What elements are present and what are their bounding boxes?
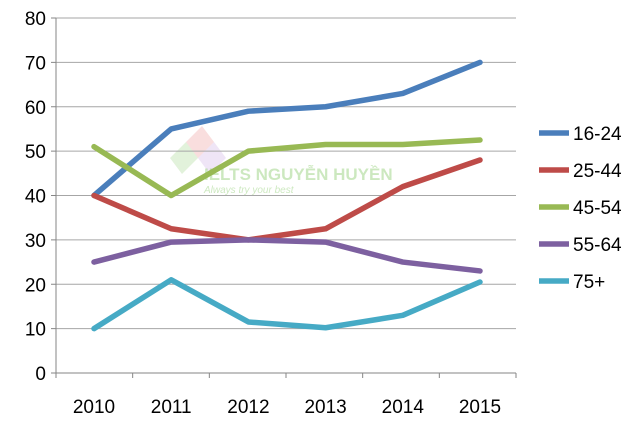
x-tick-labels: 2010 2011 2012 2013 2014 2015 bbox=[73, 397, 501, 418]
y-tick-label-50: 50 bbox=[25, 142, 46, 163]
series-line-75+ bbox=[91, 277, 483, 332]
watermark-text: IELTS NGUYỄN HUYỀN bbox=[204, 165, 393, 184]
x-tick-label-2014: 2014 bbox=[382, 397, 425, 418]
y-tick-label-0: 0 bbox=[35, 364, 46, 385]
y-tick-label-40: 40 bbox=[25, 187, 46, 208]
axes bbox=[55, 18, 517, 378]
y-tick-label-60: 60 bbox=[25, 98, 46, 119]
watermark-diamond-red bbox=[186, 126, 214, 158]
y-tick-labels: 0 10 20 30 40 50 60 70 80 bbox=[25, 9, 46, 385]
y-tick-label-20: 20 bbox=[25, 275, 46, 296]
watermark-diamond-green bbox=[170, 142, 198, 174]
y-tick-label-30: 30 bbox=[25, 231, 46, 252]
y-tick-label-10: 10 bbox=[25, 320, 46, 341]
legend-label-45-54: 45-54 bbox=[573, 198, 622, 219]
x-tick-label-2012: 2012 bbox=[227, 397, 269, 418]
x-tick-label-2013: 2013 bbox=[304, 397, 346, 418]
watermark-slogan: Always try your best bbox=[203, 185, 295, 196]
legend-label-16-24: 16-24 bbox=[573, 124, 622, 145]
legend: 16-24 25-44 45-54 55-64 75+ bbox=[539, 124, 622, 293]
series-line-55-64 bbox=[91, 237, 483, 274]
legend-label-55-64: 55-64 bbox=[573, 235, 622, 256]
y-tick-label-70: 70 bbox=[25, 53, 46, 74]
series-line-45-54 bbox=[91, 137, 483, 199]
watermark-diamond-purple bbox=[198, 142, 226, 174]
series-line-16-24 bbox=[91, 59, 483, 199]
series-lines bbox=[91, 59, 483, 332]
legend-label-75+: 75+ bbox=[573, 272, 605, 293]
x-tick-label-2011: 2011 bbox=[151, 397, 192, 418]
y-tick-label-80: 80 bbox=[25, 9, 46, 30]
gridlines bbox=[51, 17, 516, 374]
x-tick-label-2010: 2010 bbox=[73, 397, 115, 418]
legend-label-25-44: 25-44 bbox=[573, 161, 622, 182]
x-tick-label-2015: 2015 bbox=[459, 397, 501, 418]
series-line-25-44 bbox=[91, 157, 483, 243]
watermark-logo: IELTS NGUYỄN HUYỀN Always try your best bbox=[170, 126, 393, 196]
